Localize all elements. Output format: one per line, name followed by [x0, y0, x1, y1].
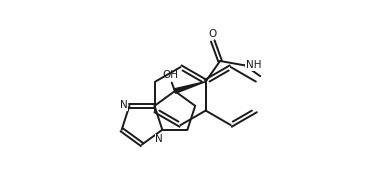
- Polygon shape: [174, 82, 206, 93]
- Text: N: N: [155, 134, 163, 144]
- Text: N: N: [120, 100, 127, 110]
- Text: NH: NH: [245, 60, 261, 70]
- Text: O: O: [209, 29, 217, 39]
- Text: OH: OH: [162, 70, 178, 80]
